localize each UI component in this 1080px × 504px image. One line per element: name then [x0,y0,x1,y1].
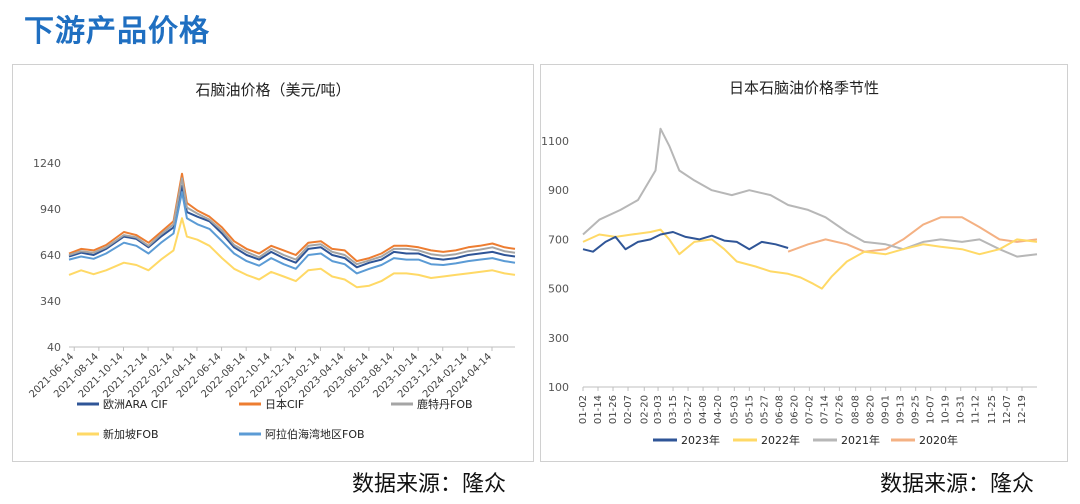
y-tick-label: 940 [40,203,61,216]
legend-label-jp: 日本CIF [265,397,304,411]
series-line-eu [68,185,516,269]
left-chart-panel: 石脑油价格（美元/吨） 40 340 640 940 1240 2021-06-14 2021… [12,64,534,462]
y-tick-label: 340 [40,295,61,308]
series-line-ag [68,191,516,275]
x-tick-label: 07-02 [804,395,815,424]
y-tick-label: 1100 [541,135,569,148]
source-right: 数据来源：隆众 [880,472,1035,497]
x-tick-label: 04-20 [713,395,724,424]
x-tick-label: 10-31 [956,395,967,424]
y-tick-label: 40 [47,341,61,354]
x-tick-label: 12-19 [1017,395,1028,424]
x-tick-label: 06-08 [774,395,785,424]
x-tick-label: 05-27 [759,395,770,424]
x-tick-label: 07-26 [834,395,845,424]
legend-label-eu: 欧洲ARA CIF [103,398,168,411]
series-line-sg [68,217,516,289]
legend-label-sg: 新加坡FOB [103,427,159,441]
x-tick-label: 11-12 [971,395,982,424]
series-line-y2020 [787,216,1038,253]
series-line-y2021 [582,127,1038,258]
x-tick-label: 09-01 [881,395,892,424]
x-tick-label: 05-03 [729,395,740,424]
legend-label-y2023: 2023年 [681,433,720,447]
x-tick-label: 03-27 [683,395,694,424]
x-tick-label: 04-08 [698,395,709,424]
x-tick-label: 11-25 [987,395,998,424]
x-tick-label: 07-14 [819,395,830,424]
x-tick-label: 03-15 [668,395,679,424]
page-title: 下游产品价格 [24,14,210,49]
series-line-y2022 [582,228,1038,290]
x-tick-label: 02-20 [639,395,650,424]
y-tick-label: 500 [548,283,569,296]
series-line-y2023 [582,231,789,253]
y-tick-label: 700 [548,233,569,246]
legend-label-y2021: 2021年 [841,433,880,447]
japan-naphtha-seasonality-chart: 日本石脑油价格季节性 100 300 500 700 900 1100 01-02 01-14 0… [541,79,1038,447]
x-tick-label: 01-26 [608,395,619,424]
x-tick-label: 06-20 [789,395,800,424]
series-line-rt [68,177,516,266]
x-tick-label: 12-07 [1002,395,1013,424]
legend-label-ag: 阿拉伯海湾地区FOB [265,427,365,441]
x-tick-label: 03-03 [653,395,664,424]
chart-title: 日本石脑油价格季节性 [729,79,879,97]
x-tick-label: 05-15 [744,395,755,424]
x-tick-label: 10-07 [926,395,937,424]
legend-label-y2020: 2020年 [919,433,958,447]
x-tick-label: 10-19 [941,395,952,424]
x-tick-label: 01-02 [578,395,589,424]
y-tick-label: 100 [548,381,569,394]
legend-label-rt: 鹿特丹FOB [417,397,473,411]
legend-label-y2022: 2022年 [761,433,800,447]
x-tick-label: 09-25 [911,395,922,424]
right-chart-panel: 日本石脑油价格季节性 100 300 500 700 900 1100 01-02 01-14 0… [540,64,1068,462]
x-tick-label: 02-07 [623,395,634,424]
chart-title: 石脑油价格（美元/吨） [195,81,350,99]
y-tick-label: 640 [40,249,61,262]
y-tick-label: 900 [548,184,569,197]
x-tick-label: 08-20 [866,395,877,424]
y-tick-label: 1240 [33,157,61,170]
naphtha-price-chart: 石脑油价格（美元/吨）4034064094012402021-06-142021… [27,81,516,441]
x-tick-label: 01-14 [593,395,604,424]
source-left: 数据来源：隆众 [352,472,507,497]
x-tick-label: 08-08 [851,395,862,424]
x-tick-label: 09-13 [896,395,907,424]
series-line-jp [68,172,516,263]
y-tick-label: 300 [548,332,569,345]
